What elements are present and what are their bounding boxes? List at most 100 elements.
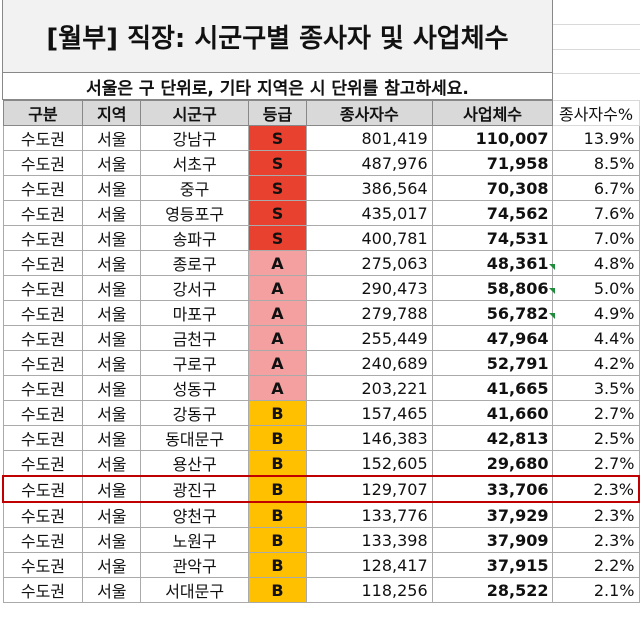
cell-workers[interactable]: 133,776 <box>305 501 433 528</box>
cell-worker-pct[interactable]: 4.2% <box>552 350 640 376</box>
cell-workers[interactable]: 157,465 <box>305 400 433 426</box>
cell-workers[interactable]: 487,976 <box>305 150 433 176</box>
cell-worker-pct[interactable]: 5.0% <box>552 275 640 301</box>
cell-district[interactable]: 강서구 <box>140 275 250 301</box>
cell-worker-pct[interactable]: 7.6% <box>552 200 640 226</box>
cell-businesses[interactable]: 28,522 <box>431 577 554 603</box>
cell-group[interactable]: 수도권 <box>2 552 84 578</box>
cell-businesses[interactable]: 71,958 <box>431 150 554 176</box>
cell-workers[interactable]: 255,449 <box>305 325 433 351</box>
cell-worker-pct[interactable]: 2.7% <box>552 450 640 477</box>
cell-grade[interactable]: S <box>248 150 307 176</box>
table-row[interactable]: 수도권 서울 중구 S 386,564 70,308 6.7% <box>2 175 640 201</box>
cell-region[interactable]: 서울 <box>82 475 142 503</box>
col-header-grade[interactable]: 등급 <box>248 100 307 126</box>
cell-group[interactable]: 수도권 <box>2 350 84 376</box>
cell-grade[interactable]: S <box>248 175 307 201</box>
table-row[interactable]: 수도권 서울 용산구 B 152,605 29,680 2.7% <box>2 450 640 477</box>
cell-grade[interactable]: S <box>248 125 307 151</box>
cell-workers[interactable]: 118,256 <box>305 577 433 603</box>
cell-worker-pct[interactable]: 2.2% <box>552 552 640 578</box>
cell-group[interactable]: 수도권 <box>2 400 84 426</box>
cell-group[interactable]: 수도권 <box>2 175 84 201</box>
cell-worker-pct[interactable]: 4.4% <box>552 325 640 351</box>
cell-businesses[interactable]: 48,361 <box>431 250 554 276</box>
cell-region[interactable]: 서울 <box>82 300 142 326</box>
cell-group[interactable]: 수도권 <box>2 225 84 251</box>
cell-grade[interactable]: B <box>248 527 307 553</box>
col-header-businesses[interactable]: 사업체수 <box>431 100 554 126</box>
cell-region[interactable]: 서울 <box>82 225 142 251</box>
cell-businesses[interactable]: 110,007 <box>431 125 554 151</box>
cell-workers[interactable]: 290,473 <box>305 275 433 301</box>
cell-region[interactable]: 서울 <box>82 400 142 426</box>
cell-businesses[interactable]: 58,806 <box>431 275 554 301</box>
cell-region[interactable]: 서울 <box>82 577 142 603</box>
cell-grade[interactable]: B <box>248 501 307 528</box>
cell-businesses[interactable]: 29,680 <box>431 450 554 477</box>
cell-businesses[interactable]: 52,791 <box>431 350 554 376</box>
cell-worker-pct[interactable]: 13.9% <box>552 125 640 151</box>
table-row[interactable]: 수도권 서울 성동구 A 203,221 41,665 3.5% <box>2 375 640 401</box>
cell-workers[interactable]: 386,564 <box>305 175 433 201</box>
cell-region[interactable]: 서울 <box>82 200 142 226</box>
cell-grade[interactable]: B <box>248 425 307 451</box>
cell-grade[interactable]: B <box>248 400 307 426</box>
col-header-worker-pct[interactable]: 종사자수% <box>552 100 640 126</box>
cell-businesses[interactable]: 56,782 <box>431 300 554 326</box>
cell-group[interactable]: 수도권 <box>2 150 84 176</box>
cell-group[interactable]: 수도권 <box>2 450 84 477</box>
cell-region[interactable]: 서울 <box>82 375 142 401</box>
cell-businesses[interactable]: 42,813 <box>431 425 554 451</box>
cell-businesses[interactable]: 70,308 <box>431 175 554 201</box>
cell-district[interactable]: 영등포구 <box>140 200 250 226</box>
cell-businesses[interactable]: 33,706 <box>431 475 554 503</box>
cell-region[interactable]: 서울 <box>82 350 142 376</box>
cell-district[interactable]: 양천구 <box>140 501 250 528</box>
table-row[interactable]: 수도권 서울 광진구 B 129,707 33,706 2.3% <box>2 475 640 503</box>
cell-workers[interactable]: 435,017 <box>305 200 433 226</box>
cell-worker-pct[interactable]: 2.7% <box>552 400 640 426</box>
cell-district[interactable]: 광진구 <box>140 475 250 503</box>
cell-grade[interactable]: A <box>248 300 307 326</box>
cell-group[interactable]: 수도권 <box>2 250 84 276</box>
cell-worker-pct[interactable]: 7.0% <box>552 225 640 251</box>
cell-group[interactable]: 수도권 <box>2 475 84 503</box>
col-header-district[interactable]: 시군구 <box>140 100 250 126</box>
cell-district[interactable]: 송파구 <box>140 225 250 251</box>
cell-worker-pct[interactable]: 2.3% <box>552 501 640 528</box>
cell-group[interactable]: 수도권 <box>2 275 84 301</box>
cell-district[interactable]: 노원구 <box>140 527 250 553</box>
cell-workers[interactable]: 275,063 <box>305 250 433 276</box>
col-header-group[interactable]: 구분 <box>2 100 84 126</box>
cell-worker-pct[interactable]: 4.9% <box>552 300 640 326</box>
cell-worker-pct[interactable]: 2.1% <box>552 577 640 603</box>
table-row[interactable]: 수도권 서울 강서구 A 290,473 58,806 5.0% <box>2 275 640 301</box>
cell-district[interactable]: 서초구 <box>140 150 250 176</box>
cell-businesses[interactable]: 47,964 <box>431 325 554 351</box>
cell-region[interactable]: 서울 <box>82 450 142 477</box>
cell-district[interactable]: 용산구 <box>140 450 250 477</box>
cell-group[interactable]: 수도권 <box>2 300 84 326</box>
col-header-region[interactable]: 지역 <box>82 100 142 126</box>
cell-grade[interactable]: A <box>248 275 307 301</box>
cell-group[interactable]: 수도권 <box>2 527 84 553</box>
cell-district[interactable]: 서대문구 <box>140 577 250 603</box>
cell-region[interactable]: 서울 <box>82 527 142 553</box>
cell-region[interactable]: 서울 <box>82 175 142 201</box>
cell-region[interactable]: 서울 <box>82 325 142 351</box>
cell-worker-pct[interactable]: 4.8% <box>552 250 640 276</box>
table-row[interactable]: 수도권 서울 관악구 B 128,417 37,915 2.2% <box>2 552 640 578</box>
cell-workers[interactable]: 203,221 <box>305 375 433 401</box>
table-row[interactable]: 수도권 서울 양천구 B 133,776 37,929 2.3% <box>2 501 640 528</box>
cell-workers[interactable]: 133,398 <box>305 527 433 553</box>
cell-region[interactable]: 서울 <box>82 150 142 176</box>
cell-district[interactable]: 중구 <box>140 175 250 201</box>
cell-worker-pct[interactable]: 8.5% <box>552 150 640 176</box>
cell-region[interactable]: 서울 <box>82 552 142 578</box>
cell-businesses[interactable]: 41,660 <box>431 400 554 426</box>
table-row[interactable]: 수도권 서울 종로구 A 275,063 48,361 4.8% <box>2 250 640 276</box>
cell-businesses[interactable]: 37,909 <box>431 527 554 553</box>
table-row[interactable]: 수도권 서울 송파구 S 400,781 74,531 7.0% <box>2 225 640 251</box>
cell-region[interactable]: 서울 <box>82 425 142 451</box>
